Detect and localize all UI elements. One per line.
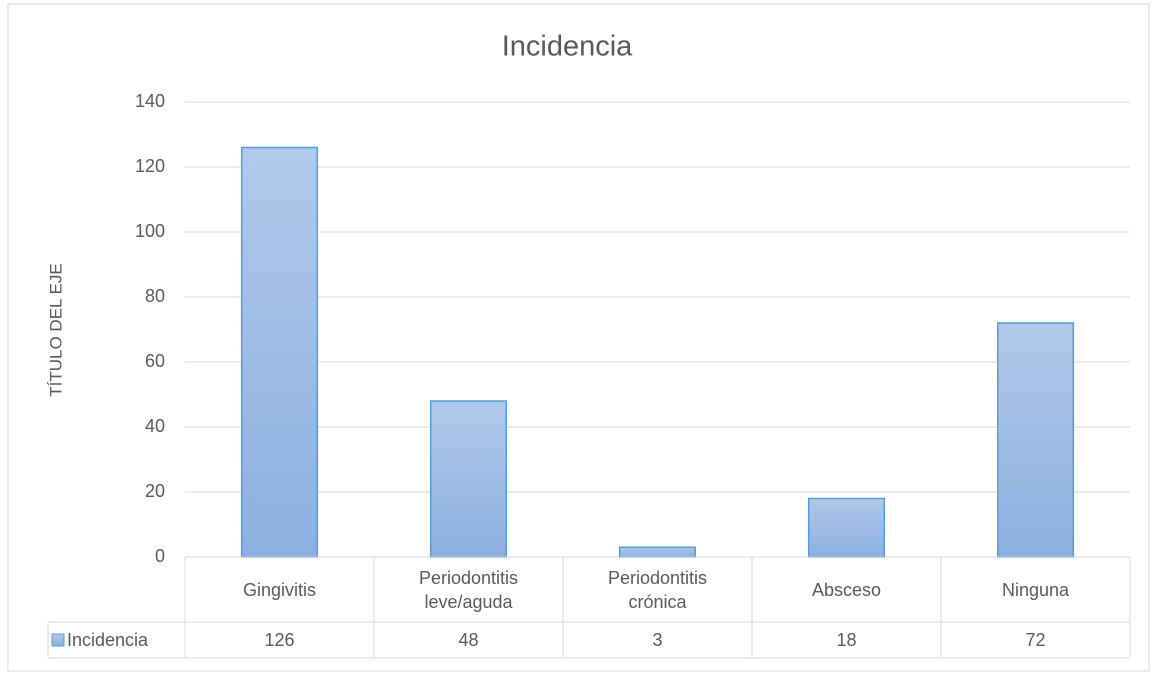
table-value: 126 [264, 630, 294, 650]
y-axis-title: TÍTULO DEL EJE [46, 263, 65, 397]
table-value: 18 [836, 630, 856, 650]
y-tick-label: 20 [145, 481, 165, 501]
bar [429, 400, 508, 558]
y-tick-label: 0 [155, 546, 165, 566]
chart-title: Incidencia [502, 31, 633, 63]
y-tick-label: 120 [135, 156, 165, 176]
y-tick-label: 140 [135, 91, 165, 111]
y-tick-label: 40 [145, 416, 165, 436]
bar [996, 322, 1075, 558]
x-tick-label: Ninguna [1001, 579, 1070, 600]
y-tick-label: 80 [145, 286, 165, 306]
bar [240, 146, 319, 558]
x-tick-label: Absceso [811, 579, 882, 600]
y-tick-label: 60 [145, 351, 165, 371]
table-value: 3 [652, 630, 662, 650]
x-tick-label: Gingivitis [242, 579, 317, 600]
x-tick-label: Periodontitis crónica [607, 567, 708, 612]
legend-key [51, 633, 65, 647]
x-tick-label: Periodontitis leve/aguda [418, 567, 519, 612]
bar [807, 497, 886, 558]
bar [618, 546, 697, 558]
table-value: 48 [458, 630, 478, 650]
table-value: 72 [1025, 630, 1045, 650]
chart-border [7, 3, 1150, 672]
legend-label: Incidencia [67, 630, 149, 650]
y-tick-label: 100 [135, 221, 165, 241]
